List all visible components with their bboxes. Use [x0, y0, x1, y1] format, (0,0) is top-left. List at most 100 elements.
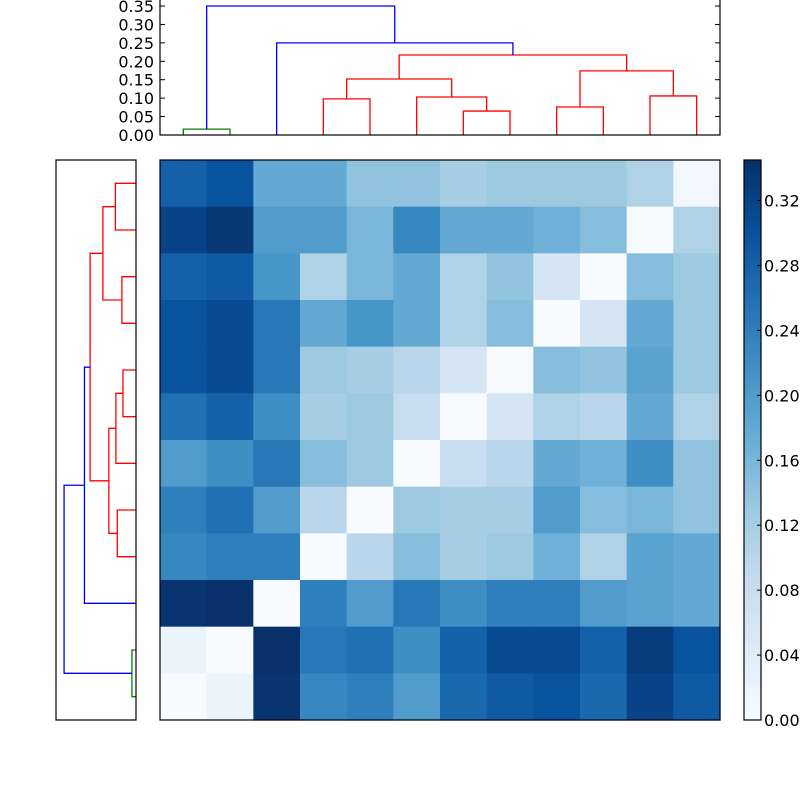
dendrogram-link — [322, 98, 371, 135]
heatmap-matrix — [159, 159, 721, 721]
heatmap-cell — [486, 346, 534, 394]
heatmap-cell — [253, 486, 301, 534]
dendrogram-link — [579, 70, 674, 107]
heatmap-cell — [626, 440, 674, 488]
heatmap-cell — [300, 346, 348, 394]
dendrogram-link — [63, 484, 132, 674]
colorbar-tick-label: 0.00 — [764, 711, 800, 730]
heatmap-cell — [160, 486, 208, 534]
heatmap-cell — [626, 300, 674, 348]
heatmap-cell — [300, 206, 348, 254]
heatmap-cell — [440, 626, 488, 674]
heatmap-cell — [206, 626, 254, 674]
heatmap-cell — [440, 580, 488, 628]
dendrogram-link — [398, 54, 628, 79]
heatmap-cell — [580, 440, 628, 488]
heatmap-cell — [533, 253, 581, 301]
heatmap-cell — [253, 253, 301, 301]
heatmap-cell — [393, 346, 441, 394]
heatmap-cell — [533, 300, 581, 348]
heatmap-cell — [206, 440, 254, 488]
heatmap-cell — [486, 486, 534, 534]
top-dendrogram-frame — [159, 0, 721, 136]
heatmap-cell — [486, 626, 534, 674]
y-tick-label: 0.30 — [118, 15, 154, 34]
heatmap-cell — [253, 673, 301, 721]
top-dendrogram — [182, 5, 698, 135]
heatmap-cell — [253, 346, 301, 394]
heatmap-cell — [673, 253, 721, 301]
heatmap-cell — [440, 206, 488, 254]
heatmap-cell — [673, 300, 721, 348]
dendrogram-link — [121, 276, 136, 324]
heatmap-cell — [346, 580, 394, 628]
heatmap-cell — [486, 580, 534, 628]
heatmap-cell — [300, 580, 348, 628]
dendrogram-link — [115, 392, 136, 464]
heatmap-cell — [580, 580, 628, 628]
dendrogram-link — [89, 252, 109, 482]
heatmap-cell — [486, 206, 534, 254]
heatmap-cell — [580, 206, 628, 254]
heatmap-cell — [533, 440, 581, 488]
heatmap-cell — [580, 393, 628, 441]
dendrogram-link — [649, 95, 698, 135]
heatmap-frame — [159, 159, 721, 721]
colorbar-tick-label: 0.16 — [764, 451, 800, 470]
heatmap-cell — [533, 673, 581, 721]
heatmap-cell — [626, 673, 674, 721]
heatmap-cell — [300, 160, 348, 208]
heatmap-cell — [440, 673, 488, 721]
heatmap-cell — [393, 393, 441, 441]
heatmap-cell — [486, 673, 534, 721]
heatmap-cell — [206, 673, 254, 721]
heatmap-cell — [346, 206, 394, 254]
heatmap-cell — [673, 626, 721, 674]
heatmap-cell — [346, 393, 394, 441]
heatmap-cell — [673, 486, 721, 534]
heatmap-cell — [580, 626, 628, 674]
heatmap-cell — [346, 160, 394, 208]
heatmap-cell — [160, 533, 208, 581]
heatmap-cell — [440, 393, 488, 441]
heatmap-cell — [533, 533, 581, 581]
heatmap-cell — [346, 486, 394, 534]
heatmap-cell — [533, 346, 581, 394]
heatmap-cell — [626, 626, 674, 674]
heatmap-cell — [626, 253, 674, 301]
colorbar-tick-label: 0.32 — [764, 192, 800, 211]
heatmap-cell — [160, 300, 208, 348]
heatmap-cell — [440, 300, 488, 348]
heatmap-cell — [160, 206, 208, 254]
heatmap-cell — [206, 160, 254, 208]
top-dendrogram-y-axis: 0.000.050.100.150.200.250.300.35 — [118, 0, 721, 145]
heatmap-cell — [160, 160, 208, 208]
y-tick-label: 0.00 — [118, 126, 154, 145]
heatmap-cell — [673, 160, 721, 208]
left-dendrogram-frame — [55, 159, 137, 721]
heatmap-cell — [486, 253, 534, 301]
heatmap-cell — [626, 580, 674, 628]
heatmap-cell — [393, 673, 441, 721]
heatmap-cell — [253, 393, 301, 441]
heatmap-cell — [206, 346, 254, 394]
dendrogram-link — [462, 110, 511, 135]
y-tick-label: 0.15 — [118, 71, 154, 90]
heatmap-cell — [440, 253, 488, 301]
dendrogram-link — [122, 369, 136, 418]
heatmap-cell — [300, 300, 348, 348]
y-tick-label: 0.10 — [118, 89, 154, 108]
heatmap-cell — [253, 300, 301, 348]
heatmap-cell — [300, 440, 348, 488]
heatmap-cell — [300, 486, 348, 534]
heatmap-cell — [533, 160, 581, 208]
heatmap-cell — [393, 300, 441, 348]
heatmap-cell — [580, 253, 628, 301]
dendrogram-link — [416, 96, 488, 135]
dendrogram-link — [116, 509, 136, 558]
left-dendrogram — [55, 159, 137, 721]
heatmap-cell — [673, 206, 721, 254]
heatmap-cell — [206, 300, 254, 348]
heatmap-cell — [160, 673, 208, 721]
